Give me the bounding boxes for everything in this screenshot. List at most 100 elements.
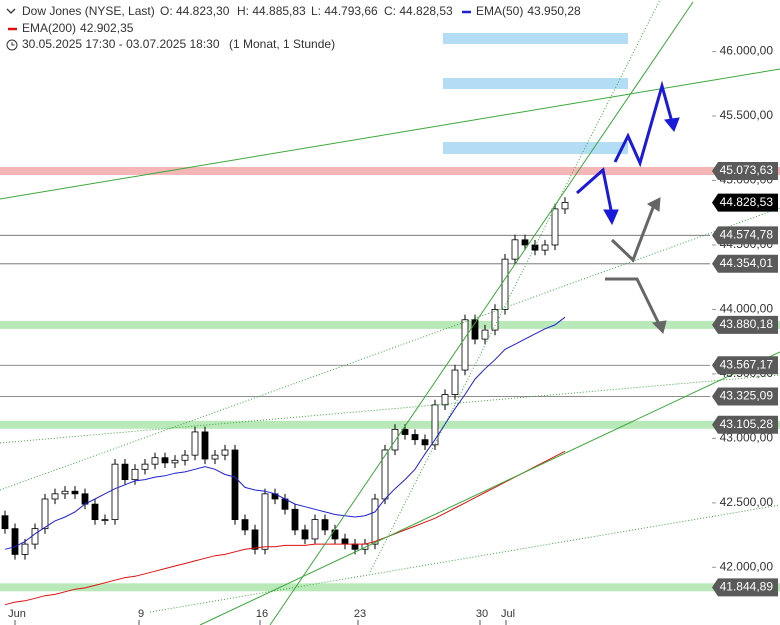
candle-body	[331, 529, 339, 540]
x-tick-label: 9	[138, 608, 144, 620]
candle-body	[491, 309, 499, 331]
last-price-label-box	[712, 193, 778, 212]
ohlc-label: L: 44.793,66	[311, 4, 378, 18]
level-label: 43.325,09	[720, 389, 774, 403]
candle-body	[211, 454, 219, 460]
level-label-box	[712, 415, 778, 434]
arrow-head	[664, 117, 680, 132]
candle-body	[561, 202, 569, 210]
candle-body	[551, 208, 559, 246]
candle-body	[501, 258, 509, 310]
ohlc-label: C: 44.828,53	[384, 4, 453, 18]
candle-body	[251, 529, 259, 550]
level-band	[0, 320, 780, 329]
target-box	[443, 78, 628, 89]
candle-body	[121, 463, 129, 481]
arrow	[613, 80, 674, 168]
period: 30.05.2025 17:30 - 03.07.2025 18:30	[22, 37, 220, 51]
candle-body	[51, 493, 59, 500]
candle-body	[61, 490, 69, 495]
candle-body	[321, 519, 329, 531]
target-box	[443, 33, 628, 44]
y-tick-label: 44.000,00	[720, 302, 774, 316]
candle-body	[421, 439, 429, 446]
channel-line	[0, 207, 780, 491]
instrument-title: Dow Jones (NYSE, Last)	[22, 4, 155, 18]
x-tick-label: 16	[256, 608, 268, 620]
channel-line	[0, 374, 780, 444]
candle-body	[431, 404, 439, 446]
level-label-box	[712, 578, 778, 597]
legend-value: 42.902,35	[80, 21, 134, 35]
legend: Dow Jones (NYSE, Last) O: 44.823,30 H: 4…	[6, 4, 453, 51]
candle-body	[371, 498, 379, 545]
candle-body	[351, 543, 359, 550]
y-tick-label: 46.000,00	[720, 44, 774, 58]
y-tick-label: 42.000,00	[720, 559, 774, 573]
arrow-head	[646, 197, 661, 212]
level-label-box	[712, 226, 778, 245]
candle-body	[341, 538, 349, 545]
level-label-box	[712, 162, 778, 181]
x-tick-label: 30	[476, 608, 488, 620]
candle-body	[521, 239, 529, 246]
candle-body	[381, 449, 389, 500]
candle-body	[541, 244, 549, 251]
candle-body	[161, 457, 169, 464]
ohlc-label: O: 44.823,30	[160, 4, 230, 18]
candle-body	[471, 319, 479, 340]
level-label-box	[712, 356, 778, 375]
candle-body	[181, 454, 189, 461]
arrow-head	[603, 209, 619, 226]
candle-body	[41, 498, 49, 530]
legend-name: EMA(200)	[22, 21, 76, 35]
candle-body	[131, 468, 139, 481]
candle-body	[221, 449, 229, 456]
candle-body	[191, 431, 199, 456]
level-label-box	[712, 387, 778, 406]
candle-body	[291, 508, 299, 531]
trend-line	[0, 68, 780, 200]
channel-line	[369, 0, 661, 573]
level-label: 45.073,63	[720, 163, 774, 177]
candle-body	[511, 239, 519, 260]
candle-body	[301, 529, 309, 540]
clock-icon	[11, 42, 15, 46]
y-tick-label: 43.000,00	[720, 431, 774, 445]
candle-body	[31, 528, 39, 545]
candle-body	[171, 459, 179, 464]
level-label: 44.354,01	[720, 256, 774, 270]
x-tick-label: Jul	[501, 608, 515, 620]
candle-body	[411, 434, 419, 441]
indicator-line	[4, 316, 566, 550]
candle-body	[71, 490, 79, 495]
candle-body	[391, 428, 399, 451]
trend-line	[269, 1, 694, 625]
candle-body	[231, 449, 239, 521]
arrow	[610, 204, 656, 263]
candle-body	[11, 528, 19, 555]
collapse-icon[interactable]	[6, 8, 16, 14]
x-tick-label: 23	[354, 608, 366, 620]
plot	[0, 167, 780, 606]
x-tick-label: Jun	[8, 608, 26, 620]
candle-body	[261, 493, 269, 550]
level-label: 43.567,17	[720, 357, 774, 371]
y-tick-label: 42.500,00	[720, 495, 774, 509]
target-box	[443, 142, 628, 154]
clock-icon	[6, 39, 18, 51]
level-label: 43.880,18	[720, 317, 774, 331]
candle-body	[141, 463, 149, 470]
arrow-head	[651, 320, 667, 334]
scenario-arrows	[576, 80, 680, 334]
trend-line	[199, 351, 780, 625]
candle-body	[91, 503, 99, 521]
arrow	[576, 167, 614, 216]
candle-body	[151, 457, 159, 465]
candle-body	[481, 329, 489, 340]
level-label-box	[712, 254, 778, 273]
level-band	[0, 167, 780, 176]
indicator-line	[4, 450, 566, 606]
